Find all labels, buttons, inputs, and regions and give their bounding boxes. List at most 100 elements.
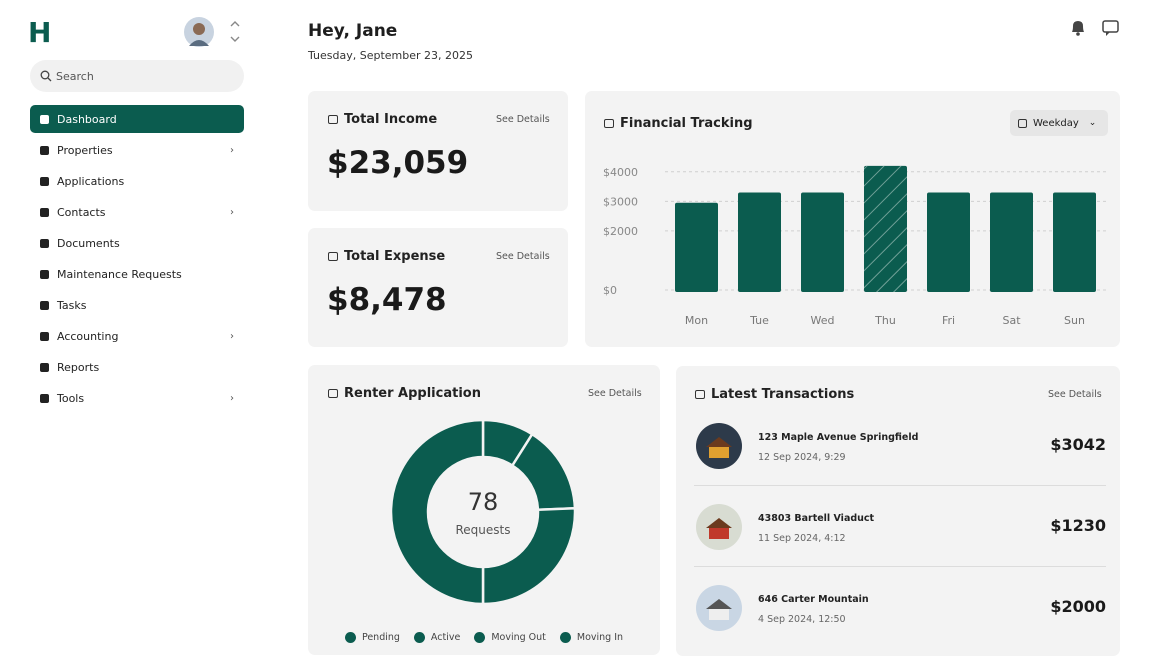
chevron: ›: [230, 330, 234, 342]
nav-item[interactable]: Tools ›: [30, 384, 244, 412]
date: 12 Sep 2024, 9:29: [758, 452, 846, 463]
chart-title: Renter Application: [344, 386, 481, 401]
x-tick-label: Sun: [1064, 314, 1085, 327]
nav-label: Maintenance Requests: [57, 267, 182, 281]
bar: [675, 202, 718, 292]
nav-item[interactable]: Properties ›: [30, 136, 244, 164]
nav-label: Properties: [57, 143, 113, 157]
date: 4 Sep 2024, 12:50: [758, 614, 846, 625]
profile[interactable]: [184, 16, 248, 48]
bar-chart: $0 $2000 $3000 $4000 Mon Tue Wed Thu Fri Sat Sun: [603, 165, 1106, 327]
nav-icon: [40, 176, 49, 186]
center-value: 78: [468, 488, 499, 516]
center-label: Requests: [456, 523, 511, 537]
nav-label: Reports: [57, 360, 100, 374]
legend-label: Moving Out: [491, 632, 546, 643]
legend-dot: [474, 632, 486, 643]
card-title: Latest Transactions: [711, 387, 855, 402]
thumbnail: [696, 585, 742, 631]
see-details[interactable]: See Details: [588, 388, 642, 399]
x-tick-label: Wed: [811, 314, 835, 327]
logo: H: [28, 16, 52, 49]
legend-item: Moving In: [559, 632, 623, 643]
nav-label: Dashboard: [57, 112, 117, 126]
nav-item[interactable]: Tasks: [30, 291, 244, 319]
divider: [694, 566, 1106, 567]
card-title: Total Expense: [344, 249, 446, 264]
nav-icon: [40, 362, 49, 372]
nav-label: Applications: [57, 174, 125, 188]
y-tick-label: $0: [603, 284, 617, 297]
legend-label: Active: [430, 632, 461, 643]
bar: [990, 192, 1033, 292]
income-card: Total Income See Details $23,059: [308, 91, 568, 211]
chevron: ›: [230, 392, 234, 404]
dropdown[interactable]: Weekday ⌄: [1010, 110, 1108, 136]
date: 11 Sep 2024, 4:12: [758, 533, 846, 544]
bar: [801, 192, 844, 292]
nav-icon: [40, 145, 49, 155]
transaction-row[interactable]: 123 Maple Avenue Springfield 12 Sep 2024,…: [676, 406, 1120, 486]
nav-label: Tasks: [57, 298, 87, 312]
nav-icon: [40, 114, 49, 124]
bar: [738, 192, 781, 292]
transaction-row[interactable]: 43803 Bartell Viaduct 11 Sep 2024, 4:12 $1…: [676, 487, 1120, 567]
chart-title: Financial Tracking: [620, 116, 753, 131]
nav-item[interactable]: Documents: [30, 229, 244, 257]
nav-item[interactable]: Reports: [30, 353, 244, 381]
nav-item[interactable]: Maintenance Requests: [30, 260, 244, 288]
thumb-roof: [706, 518, 732, 528]
transaction-row[interactable]: 646 Carter Mountain 4 Sep 2024, 12:50 $200…: [676, 568, 1120, 648]
chevron: ›: [230, 144, 234, 156]
transactions-card: Latest Transactions See Details 123 Mapl…: [676, 366, 1120, 656]
legend-item: Active: [413, 632, 461, 643]
nav-icon: [40, 269, 49, 279]
bar: [927, 192, 970, 292]
amount: $23,059: [327, 145, 469, 181]
thumb-roof: [706, 437, 732, 447]
legend-label: Pending: [361, 632, 400, 643]
see-details[interactable]: See Details: [496, 251, 550, 262]
legend-dot: [559, 632, 571, 643]
legend-dot: [413, 632, 425, 643]
nav-label: Contacts: [57, 205, 106, 219]
amount: $1230: [1050, 516, 1106, 535]
donut-segment: [389, 418, 485, 606]
see-details[interactable]: See Details: [1048, 389, 1102, 400]
x-tick-label: Thu: [874, 314, 896, 327]
x-tick-label: Tue: [749, 314, 769, 327]
amount: $3042: [1050, 435, 1106, 454]
nav-label: Documents: [57, 236, 120, 250]
thumbnail: [696, 504, 742, 550]
financial-card: Financial Tracking Weekday ⌄ $0 $2000 $3000…: [585, 91, 1120, 347]
y-tick-label: $2000: [603, 225, 638, 238]
donut-chart: 78 Requests: [389, 418, 577, 606]
chevron: ›: [230, 206, 234, 218]
see-details[interactable]: See Details: [496, 114, 550, 125]
nav-label: Tools: [57, 391, 85, 405]
legend-dot: [344, 632, 356, 643]
card-title: Total Income: [344, 112, 438, 127]
nav-icon: [40, 393, 49, 403]
nav-item[interactable]: Dashboard: [30, 105, 244, 133]
x-tick-label: Mon: [685, 314, 708, 327]
thumb-house: [709, 446, 729, 458]
search-box[interactable]: Search: [30, 60, 244, 92]
nav-item[interactable]: Applications: [30, 167, 244, 195]
y-tick-label: $3000: [603, 195, 638, 208]
nav-icon: [40, 300, 49, 310]
amount: $2000: [1050, 597, 1106, 616]
thumb-roof: [706, 599, 732, 609]
nav-item[interactable]: Contacts ›: [30, 198, 244, 226]
nav-item[interactable]: Accounting ›: [30, 322, 244, 350]
thumbnail: [696, 423, 742, 469]
header-icons[interactable]: [1068, 18, 1122, 38]
bar-hatch: [864, 165, 907, 292]
divider: [694, 485, 1106, 486]
nav-icon: [40, 331, 49, 341]
search-placeholder: Search: [56, 69, 94, 83]
address: 43803 Bartell Viaduct: [758, 513, 875, 524]
nav-icon: [40, 207, 49, 217]
bar: [1053, 192, 1096, 292]
